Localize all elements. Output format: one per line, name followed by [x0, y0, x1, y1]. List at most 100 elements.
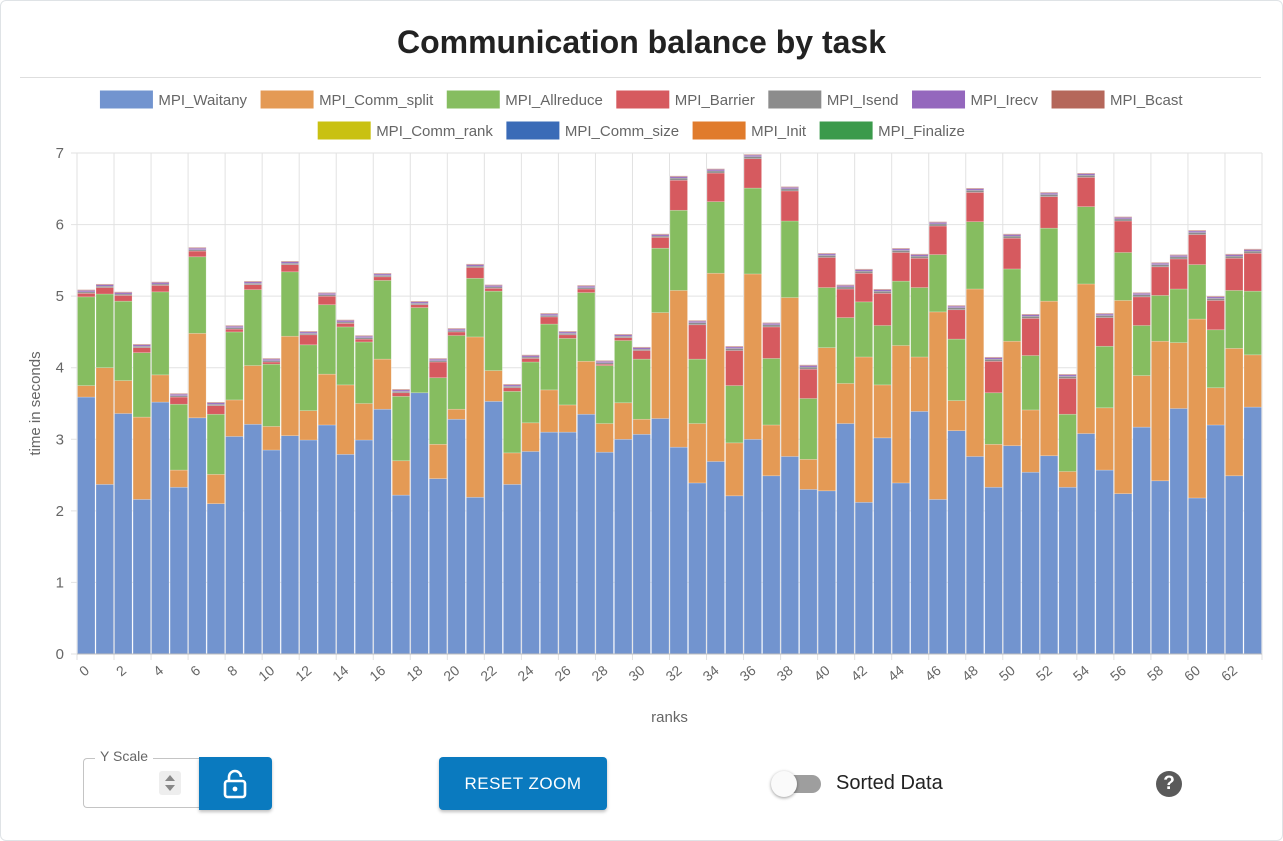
bar-segment[interactable]	[799, 368, 818, 399]
bar-segment[interactable]	[299, 330, 318, 333]
bar-segment[interactable]	[484, 287, 503, 292]
bar-segment[interactable]	[614, 333, 633, 336]
bar-segment[interactable]	[725, 348, 744, 351]
bar-segment[interactable]	[688, 324, 707, 360]
bar-segment[interactable]	[1058, 413, 1077, 472]
bar-segment[interactable]	[1225, 348, 1244, 477]
bar-segment[interactable]	[225, 325, 244, 327]
bar-segment[interactable]	[1225, 255, 1244, 259]
bar-segment[interactable]	[669, 209, 688, 291]
bar-segment[interactable]	[1243, 250, 1262, 254]
bar-segment[interactable]	[928, 223, 948, 227]
bar-segment[interactable]	[410, 304, 429, 308]
bar-segment[interactable]	[632, 418, 651, 435]
bar-segment[interactable]	[188, 256, 207, 334]
bar-segment[interactable]	[354, 341, 374, 404]
bar-segment[interactable]	[1151, 480, 1170, 655]
bar-segment[interactable]	[558, 404, 577, 433]
bar-segment[interactable]	[910, 356, 929, 412]
bar-segment[interactable]	[243, 289, 262, 366]
bar-segment[interactable]	[984, 358, 1003, 362]
bar-segment[interactable]	[1188, 234, 1207, 265]
bar-segment[interactable]	[1095, 315, 1114, 318]
bar-segment[interactable]	[1114, 216, 1133, 218]
bar-segment[interactable]	[1114, 252, 1133, 301]
bar-segment[interactable]	[632, 350, 651, 360]
bar-segment[interactable]	[1095, 317, 1114, 347]
bar-segment[interactable]	[1040, 192, 1059, 194]
bar-segment[interactable]	[206, 474, 225, 504]
bar-segment[interactable]	[1077, 283, 1096, 434]
bar-segment[interactable]	[577, 413, 596, 655]
bar-segment[interactable]	[577, 288, 596, 293]
legend-item[interactable]: MPI_Allreduce	[446, 90, 603, 109]
bar-segment[interactable]	[965, 288, 985, 457]
bar-segment[interactable]	[95, 367, 114, 485]
bar-segment[interactable]	[1188, 232, 1207, 235]
bar-segment[interactable]	[521, 451, 540, 655]
bar-segment[interactable]	[77, 385, 96, 398]
bar-segment[interactable]	[447, 408, 466, 420]
bar-segment[interactable]	[410, 307, 429, 394]
bar-segment[interactable]	[1132, 375, 1151, 428]
bar-segment[interactable]	[466, 496, 485, 655]
bar-segment[interactable]	[1243, 248, 1262, 250]
bar-segment[interactable]	[317, 295, 337, 306]
bar-segment[interactable]	[725, 350, 744, 386]
bar-segment[interactable]	[299, 344, 318, 411]
bar-segment[interactable]	[688, 358, 707, 424]
bar-segment[interactable]	[1002, 237, 1022, 270]
bar-segment[interactable]	[466, 336, 485, 498]
bar-segment[interactable]	[1225, 290, 1244, 349]
bar-segment[interactable]	[836, 286, 855, 290]
bar-segment[interactable]	[669, 446, 688, 655]
bar-segment[interactable]	[540, 323, 559, 391]
bar-segment[interactable]	[780, 220, 799, 298]
bar-segment[interactable]	[1151, 295, 1170, 342]
bar-segment[interactable]	[391, 388, 411, 391]
bar-segment[interactable]	[743, 158, 762, 189]
bar-segment[interactable]	[354, 338, 374, 343]
bar-segment[interactable]	[558, 338, 577, 406]
bar-segment[interactable]	[95, 287, 114, 295]
bar-segment[interactable]	[836, 383, 855, 424]
bar-segment[interactable]	[262, 449, 281, 655]
stepper-down-icon[interactable]	[165, 785, 175, 791]
bar-segment[interactable]	[466, 277, 485, 338]
bar-segment[interactable]	[540, 313, 559, 315]
bar-segment[interactable]	[336, 454, 355, 655]
bar-segment[interactable]	[688, 482, 707, 655]
bar-segment[interactable]	[873, 290, 892, 294]
bar-segment[interactable]	[1169, 254, 1188, 256]
bar-segment[interactable]	[669, 177, 688, 181]
bar-segment[interactable]	[169, 486, 188, 655]
bar-segment[interactable]	[95, 283, 114, 285]
bar-segment[interactable]	[595, 451, 614, 655]
bar-segment[interactable]	[910, 255, 929, 259]
bar-segment[interactable]	[1243, 354, 1262, 408]
bar-segment[interactable]	[1132, 426, 1151, 655]
bar-segment[interactable]	[373, 280, 392, 360]
bar-segment[interactable]	[1058, 376, 1077, 379]
bar-segment[interactable]	[354, 439, 374, 655]
bar-segment[interactable]	[817, 347, 836, 492]
bar-segment[interactable]	[1114, 300, 1133, 494]
bar-segment[interactable]	[114, 380, 133, 414]
bar-segment[interactable]	[1132, 292, 1151, 294]
bar-segment[interactable]	[799, 366, 818, 370]
bar-segment[interactable]	[132, 347, 151, 353]
bar-segment[interactable]	[206, 403, 225, 406]
bar-segment[interactable]	[1021, 315, 1040, 319]
bar-segment[interactable]	[299, 439, 318, 655]
bar-segment[interactable]	[706, 168, 725, 170]
bar-segment[interactable]	[1021, 318, 1040, 356]
bar-segment[interactable]	[243, 423, 262, 655]
bar-segment[interactable]	[632, 346, 651, 348]
bar-segment[interactable]	[428, 478, 448, 655]
bar-segment[interactable]	[317, 424, 337, 655]
bar-segment[interactable]	[206, 405, 225, 415]
bar-segment[interactable]	[799, 364, 818, 366]
bar-segment[interactable]	[466, 263, 485, 265]
bar-segment[interactable]	[632, 358, 651, 420]
bar-segment[interactable]	[1021, 409, 1040, 473]
